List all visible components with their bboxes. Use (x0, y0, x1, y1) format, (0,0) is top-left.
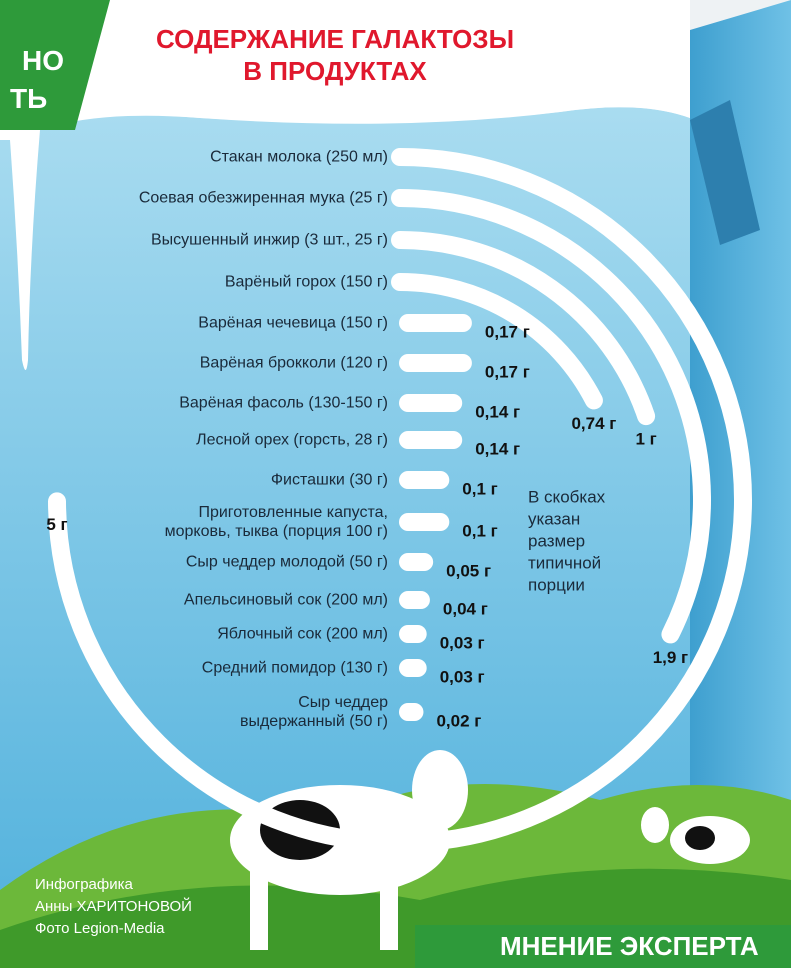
category-label: Средний помидор (130 г) (202, 659, 388, 678)
value-label: 0,1 г (462, 521, 497, 540)
value-label: 0,03 г (440, 633, 485, 652)
credit: Фото Legion-Media (35, 920, 165, 937)
category-label: Соевая обезжиренная мука (25 г) (139, 189, 388, 208)
category-label: Сыр чеддер выдержанный (50 г) (240, 693, 388, 731)
category-label: Фисташки (30 г) (271, 471, 388, 490)
value-label: 0,14 г (475, 402, 520, 421)
value-label: 0,1 г (462, 479, 497, 498)
value-label: 1,9 г (653, 648, 688, 667)
category-label: Яблочный сок (200 мл) (217, 625, 388, 644)
note: порции (528, 575, 585, 594)
note: типичной (528, 553, 601, 572)
chart: НО ТЬ СОДЕРЖАНИЕ ГАЛАКТОЗЫ В ПРОДУКТАХ М… (0, 0, 791, 968)
credit: Анны ХАРИТОНОВОЙ (35, 897, 192, 915)
corner-text: НО (22, 45, 64, 76)
value-label: 0,17 г (485, 362, 530, 381)
value-label: 0,74 г (571, 414, 616, 433)
chart-title: СОДЕРЖАНИЕ ГАЛАКТОЗЫ (156, 24, 514, 54)
value-label: 0,05 г (446, 561, 491, 580)
note: В скобках (528, 487, 606, 506)
category-label: Варёная фасоль (130-150 г) (179, 394, 388, 413)
infographic: НО ТЬ СОДЕРЖАНИЕ ГАЛАКТОЗЫ В ПРОДУКТАХ М… (0, 0, 791, 968)
category-label: Варёная чечевица (150 г) (198, 314, 388, 333)
note: указан (528, 509, 580, 528)
category-label: Лесной орех (горсть, 28 г) (196, 431, 388, 450)
value-label: 0,14 г (475, 439, 520, 458)
category-label: Стакан молока (250 мл) (210, 148, 388, 167)
value-label: 0,04 г (443, 599, 488, 618)
value-label: 1 г (635, 430, 656, 449)
category-label: Приготовленные капуста, морковь, тыква (… (165, 503, 388, 541)
value-label: 0,03 г (440, 667, 485, 686)
category-label: Варёный горох (150 г) (225, 273, 388, 292)
chart-title: В ПРОДУКТАХ (243, 56, 427, 86)
category-label: Высушенный инжир (3 шт., 25 г) (151, 231, 388, 250)
logo: МНЕНИЕ ЭКСПЕРТА (500, 931, 759, 961)
corner-text: ТЬ (10, 83, 47, 114)
note: размер (528, 531, 585, 550)
value-label: 0,17 г (485, 322, 530, 341)
credit: Инфографика (35, 876, 134, 893)
category-label: Варёная брокколи (120 г) (200, 354, 388, 373)
value-label: 0,02 г (436, 711, 481, 730)
category-label: Апельсиновый сок (200 мл) (184, 591, 388, 610)
category-label: Сыр чеддер молодой (50 г) (186, 553, 388, 572)
value-label: 5 г (46, 515, 67, 534)
